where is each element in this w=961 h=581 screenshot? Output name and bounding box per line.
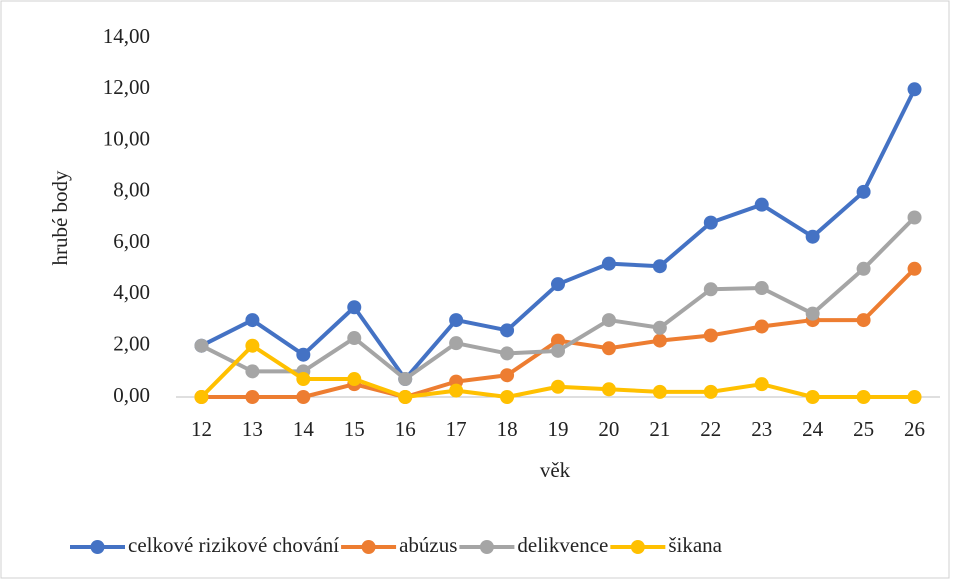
data-point bbox=[907, 390, 922, 404]
y-tick-label: 2,00 bbox=[113, 332, 150, 356]
x-tick-label: 17 bbox=[446, 417, 467, 441]
data-point bbox=[601, 382, 616, 397]
x-tick-label: 21 bbox=[649, 417, 670, 441]
data-point bbox=[398, 390, 413, 404]
y-tick-label: 0,00 bbox=[113, 383, 150, 407]
data-point bbox=[500, 323, 515, 338]
legend-marker bbox=[90, 540, 105, 554]
x-tick-label: 22 bbox=[700, 417, 721, 441]
data-point bbox=[652, 259, 667, 274]
y-tick-label: 6,00 bbox=[113, 229, 150, 253]
data-point bbox=[500, 368, 515, 383]
data-point bbox=[245, 313, 260, 328]
data-point bbox=[601, 313, 616, 328]
data-point bbox=[856, 184, 871, 199]
y-tick-label: 8,00 bbox=[113, 178, 150, 202]
legend-label: delikvence bbox=[517, 533, 608, 557]
data-point bbox=[907, 210, 922, 225]
y-tick-label: 12,00 bbox=[103, 75, 150, 99]
data-point bbox=[601, 256, 616, 271]
data-point bbox=[398, 372, 413, 387]
legend-label: šikana bbox=[668, 533, 722, 557]
legend-marker bbox=[630, 540, 645, 554]
legend-label: abúzus bbox=[399, 533, 457, 557]
x-tick-label: 13 bbox=[242, 417, 263, 441]
y-tick-label: 14,00 bbox=[103, 24, 150, 48]
data-point bbox=[703, 328, 718, 343]
data-point bbox=[449, 336, 464, 351]
y-tick-label: 10,00 bbox=[103, 126, 150, 150]
data-point bbox=[805, 306, 820, 321]
data-point bbox=[296, 347, 311, 362]
data-point bbox=[805, 229, 820, 244]
data-point bbox=[652, 333, 667, 348]
data-point bbox=[551, 277, 565, 292]
x-tick-label: 12 bbox=[191, 417, 212, 441]
data-point bbox=[805, 390, 820, 404]
data-point bbox=[500, 390, 515, 404]
data-point bbox=[703, 215, 718, 230]
x-tick-label: 15 bbox=[344, 417, 365, 441]
data-point bbox=[652, 384, 667, 399]
y-axis-label: hrubé body bbox=[48, 170, 72, 266]
x-tick-label: 20 bbox=[598, 417, 619, 441]
data-point bbox=[703, 384, 718, 399]
data-point bbox=[245, 338, 260, 353]
data-point bbox=[907, 261, 922, 276]
data-point bbox=[856, 390, 871, 404]
data-point bbox=[856, 313, 871, 328]
data-point bbox=[245, 390, 260, 404]
data-point bbox=[551, 379, 565, 394]
data-point bbox=[652, 320, 667, 335]
data-point bbox=[754, 377, 769, 392]
data-point bbox=[551, 343, 565, 358]
data-point bbox=[500, 346, 515, 361]
data-point bbox=[449, 383, 464, 398]
data-point bbox=[296, 390, 311, 404]
x-tick-label: 19 bbox=[548, 417, 569, 441]
data-point bbox=[347, 372, 362, 387]
x-tick-label: 16 bbox=[395, 417, 416, 441]
legend-marker bbox=[479, 540, 494, 554]
data-point bbox=[551, 333, 565, 348]
data-point bbox=[347, 300, 362, 315]
data-point bbox=[347, 331, 362, 346]
y-tick-label: 4,00 bbox=[113, 280, 150, 304]
x-tick-label: 24 bbox=[802, 417, 824, 441]
data-point bbox=[754, 197, 769, 212]
x-tick-label: 14 bbox=[293, 417, 315, 441]
data-point bbox=[703, 282, 718, 297]
data-point bbox=[245, 364, 260, 379]
x-tick-label: 26 bbox=[904, 417, 925, 441]
data-point bbox=[754, 281, 769, 296]
x-tick-label: 23 bbox=[751, 417, 772, 441]
data-point bbox=[601, 341, 616, 356]
data-point bbox=[296, 372, 311, 387]
data-point bbox=[194, 338, 209, 353]
data-point bbox=[754, 319, 769, 334]
x-axis-label: věk bbox=[540, 458, 571, 482]
legend-marker bbox=[361, 540, 376, 554]
data-point bbox=[856, 261, 871, 276]
data-point bbox=[449, 313, 464, 328]
legend-label: celkové rizikové chování bbox=[128, 533, 339, 557]
x-tick-label: 25 bbox=[853, 417, 874, 441]
x-tick-label: 18 bbox=[497, 417, 518, 441]
data-point bbox=[194, 390, 209, 404]
data-point bbox=[907, 82, 922, 97]
